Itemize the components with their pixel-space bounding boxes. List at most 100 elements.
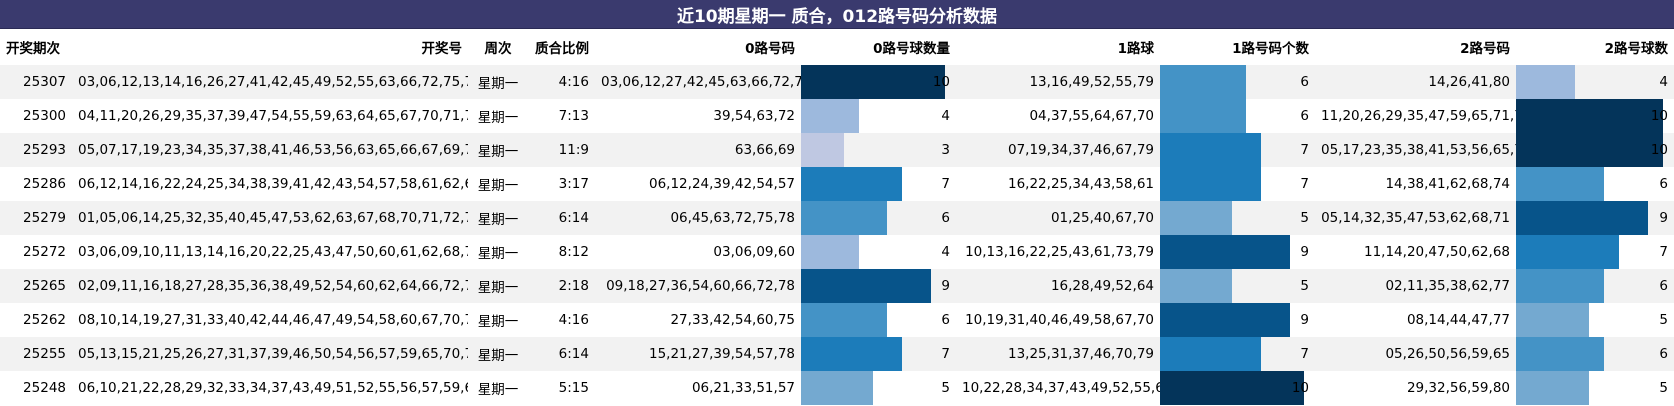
table-row: 25272 03,06,09,10,11,13,14,16,20,22,25,43… [0,235,1674,269]
count-bar [801,133,845,167]
count-value: 10 [1650,108,1668,124]
cell-route0-numbers: 39,54,63,72 [595,99,801,133]
count-value: 6 [1659,346,1668,362]
cell-numbers: 05,07,17,19,23,34,35,37,38,41,46,53,56,6… [72,133,468,167]
count-value: 7 [941,346,950,362]
cell-period: 25255 [0,337,72,371]
count-value: 9 [1659,210,1668,226]
cell-route0-numbers: 63,66,69 [595,133,801,167]
count-bar [1160,337,1261,371]
count-value: 6 [1659,278,1668,294]
cell-route2-numbers: 14,38,41,62,68,74 [1315,167,1516,201]
count-value: 10 [932,74,950,90]
cell-route2-numbers: 02,11,35,38,62,77 [1315,269,1516,303]
cell-route2-numbers: 05,17,23,35,38,41,53,56,65,71 [1315,133,1516,167]
count-value: 7 [1659,244,1668,260]
count-value: 10 [1650,142,1668,158]
count-value: 9 [941,278,950,294]
count-value: 4 [1659,74,1668,90]
table-row: 25248 06,10,21,22,28,29,32,33,34,37,43,49… [0,371,1674,405]
cell-week: 星期一 [468,371,528,405]
col-header-route0-count: 0路号球数量 [801,29,956,65]
count-value: 6 [1300,74,1309,90]
count-value: 5 [1300,210,1309,226]
count-bar [801,65,946,99]
count-bar [1160,235,1290,269]
cell-period: 25293 [0,133,72,167]
count-bar [1516,235,1619,269]
cell-route1-numbers: 16,22,25,34,43,58,61 [956,167,1160,201]
count-bar [1516,65,1575,99]
cell-route0-numbers: 03,06,09,60 [595,235,801,269]
cell-route1-numbers: 13,16,49,52,55,79 [956,65,1160,99]
cell-week: 星期一 [468,201,528,235]
cell-route1-numbers: 13,25,31,37,46,70,79 [956,337,1160,371]
cell-numbers: 02,09,11,16,18,27,28,35,36,38,49,52,54,6… [72,269,468,303]
cell-route2-count: 10 [1516,99,1674,133]
cell-route0-count: 6 [801,201,956,235]
cell-route0-count: 4 [801,235,956,269]
count-bar [1160,201,1233,235]
cell-week: 星期一 [468,99,528,133]
cell-period: 25307 [0,65,72,99]
cell-numbers: 08,10,14,19,27,31,33,40,42,44,46,47,49,5… [72,303,468,337]
cell-ratio: 6:14 [528,337,595,371]
count-bar [1516,201,1649,235]
count-bar [1516,337,1605,371]
cell-period: 25265 [0,269,72,303]
cell-route1-numbers: 16,28,49,52,64 [956,269,1160,303]
cell-route1-count: 7 [1160,337,1315,371]
cell-route2-numbers: 29,32,56,59,80 [1315,371,1516,405]
cell-route0-count: 7 [801,337,956,371]
count-value: 9 [1300,312,1309,328]
count-value: 10 [1291,380,1309,396]
count-value: 7 [941,176,950,192]
count-value: 6 [941,312,950,328]
count-bar [1160,371,1305,405]
cell-route0-count: 4 [801,99,956,133]
col-header-route1-numbers: 1路球 [956,29,1160,65]
cell-route1-count: 7 [1160,167,1315,201]
cell-numbers: 06,10,21,22,28,29,32,33,34,37,43,49,51,5… [72,371,468,405]
cell-route1-numbers: 07,19,34,37,46,67,79 [956,133,1160,167]
cell-week: 星期一 [468,303,528,337]
cell-route2-count: 6 [1516,337,1674,371]
cell-route2-count: 4 [1516,65,1674,99]
count-value: 5 [941,380,950,396]
table-row: 25307 03,06,12,13,14,16,26,27,41,42,45,49… [0,65,1674,99]
cell-ratio: 7:13 [528,99,595,133]
count-bar [1516,371,1590,405]
analysis-table: 开奖期次 开奖号 周次 质合比例 0路号码 0路号球数量 1路球 1路号码个数 … [0,29,1674,405]
count-bar [1160,133,1261,167]
cell-ratio: 4:16 [528,303,595,337]
count-bar [801,337,902,371]
table-row: 25279 01,05,06,14,25,32,35,40,45,47,53,62… [0,201,1674,235]
cell-week: 星期一 [468,269,528,303]
cell-route0-count: 6 [801,303,956,337]
cell-route0-count: 9 [801,269,956,303]
table-row: 25286 06,12,14,16,22,24,25,34,38,39,41,42… [0,167,1674,201]
page-title: 近10期星期一 质合，012路号码分析数据 [0,0,1674,29]
cell-route2-numbers: 05,26,50,56,59,65 [1315,337,1516,371]
col-header-week: 周次 [468,29,528,65]
count-value: 4 [941,108,950,124]
cell-numbers: 06,12,14,16,22,24,25,34,38,39,41,42,43,5… [72,167,468,201]
cell-route0-numbers: 27,33,42,54,60,75 [595,303,801,337]
table-row: 25262 08,10,14,19,27,31,33,40,42,44,46,47… [0,303,1674,337]
count-value: 3 [941,142,950,158]
cell-period: 25300 [0,99,72,133]
cell-week: 星期一 [468,65,528,99]
count-value: 5 [1300,278,1309,294]
cell-route2-numbers: 14,26,41,80 [1315,65,1516,99]
cell-route0-numbers: 06,45,63,72,75,78 [595,201,801,235]
count-value: 7 [1300,176,1309,192]
cell-route1-numbers: 10,19,31,40,46,49,58,67,70 [956,303,1160,337]
col-header-route2-count: 2路号球数 [1516,29,1674,65]
cell-numbers: 03,06,09,10,11,13,14,16,20,22,25,43,47,5… [72,235,468,269]
cell-route2-count: 9 [1516,201,1674,235]
count-bar [1516,99,1663,133]
cell-period: 25248 [0,371,72,405]
cell-route0-numbers: 06,21,33,51,57 [595,371,801,405]
cell-ratio: 6:14 [528,201,595,235]
cell-ratio: 8:12 [528,235,595,269]
